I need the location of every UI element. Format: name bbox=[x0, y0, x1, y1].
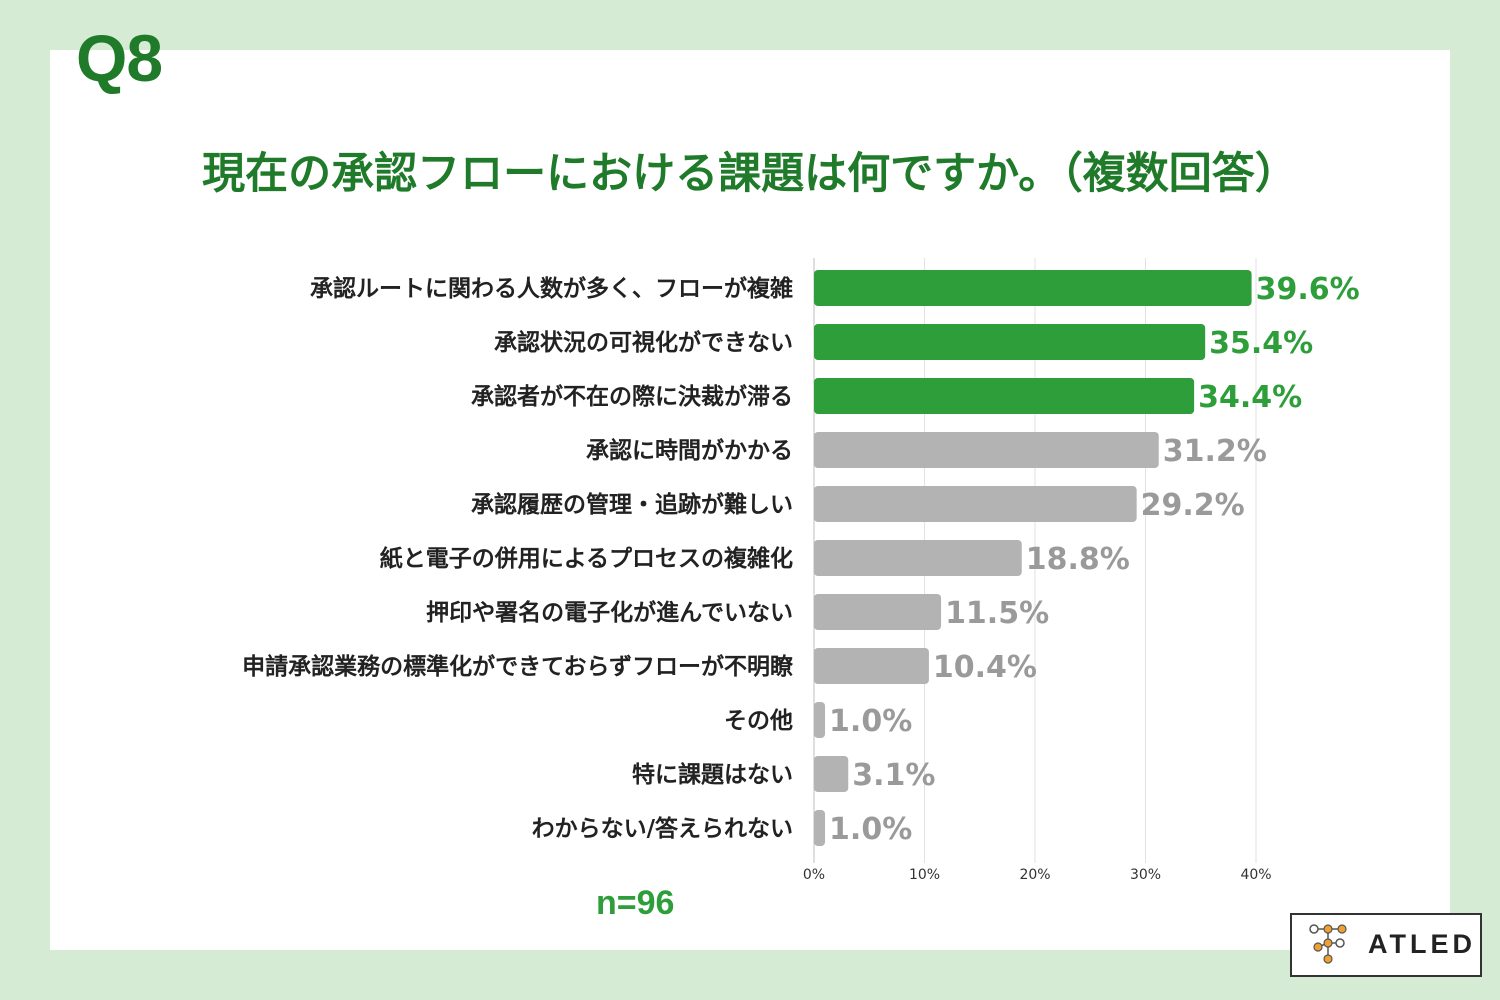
question-number: Q8 bbox=[76, 21, 163, 95]
chart-title: 現在の承認フローにおける課題は何ですか。（複数回答） bbox=[202, 149, 1298, 199]
atled-node-logo-icon bbox=[1309, 924, 1347, 964]
sample-size: n=96 bbox=[596, 884, 675, 922]
logo-text: ATLED bbox=[1368, 929, 1476, 959]
atled-logo: ATLED bbox=[1290, 913, 1482, 977]
chart-panel bbox=[50, 50, 1450, 950]
